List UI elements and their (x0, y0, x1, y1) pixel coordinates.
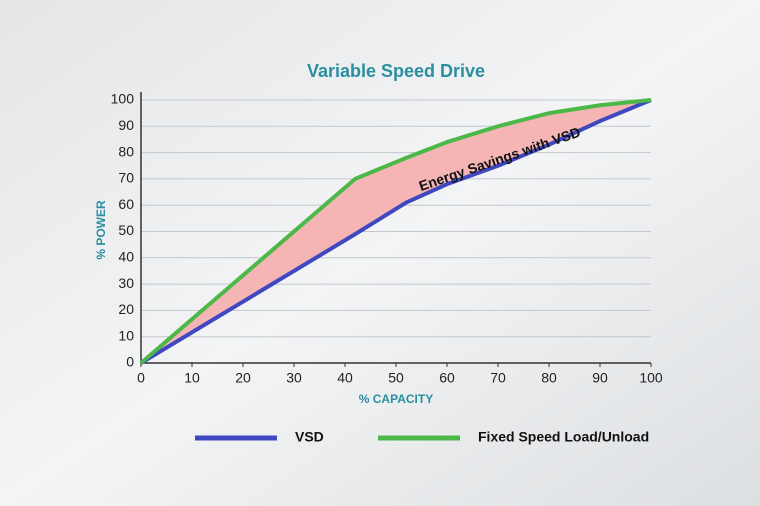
x-tick-label: 0 (137, 370, 145, 386)
y-tick-label: 70 (118, 170, 134, 186)
x-tick-label: 70 (490, 370, 506, 386)
series-line (139, 98, 652, 365)
x-tick-label: 80 (541, 370, 557, 386)
y-tick-label: 40 (118, 249, 134, 265)
x-axis-label: % CAPACITY (359, 392, 433, 406)
y-axis-label: % POWER (94, 200, 108, 260)
x-tick-label: 20 (235, 370, 251, 386)
x-tick-label: 90 (592, 370, 608, 386)
series-line (139, 98, 652, 365)
x-tick-label: 60 (439, 370, 455, 386)
x-tick-label: 50 (388, 370, 404, 386)
y-tick-label: 20 (118, 301, 134, 317)
y-tick-label: 60 (118, 196, 134, 212)
legend-label: VSD (295, 429, 324, 445)
y-tick-label: 80 (118, 143, 134, 159)
y-tick-label: 30 (118, 275, 134, 291)
y-tick-label: 100 (111, 91, 135, 107)
x-tick-label: 40 (337, 370, 353, 386)
chart-title: Variable Speed Drive (307, 61, 485, 81)
legend-label: Fixed Speed Load/Unload (478, 429, 649, 445)
y-tick-label: 90 (118, 117, 134, 133)
y-tick-label: 50 (118, 222, 134, 238)
x-tick-label: 30 (286, 370, 302, 386)
x-tick-label: 100 (639, 370, 663, 386)
y-tick-label: 10 (118, 327, 134, 343)
y-tick-label: 0 (126, 354, 134, 370)
x-tick-label: 10 (184, 370, 200, 386)
